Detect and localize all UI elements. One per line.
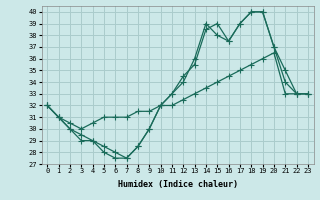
X-axis label: Humidex (Indice chaleur): Humidex (Indice chaleur) [118,180,237,189]
